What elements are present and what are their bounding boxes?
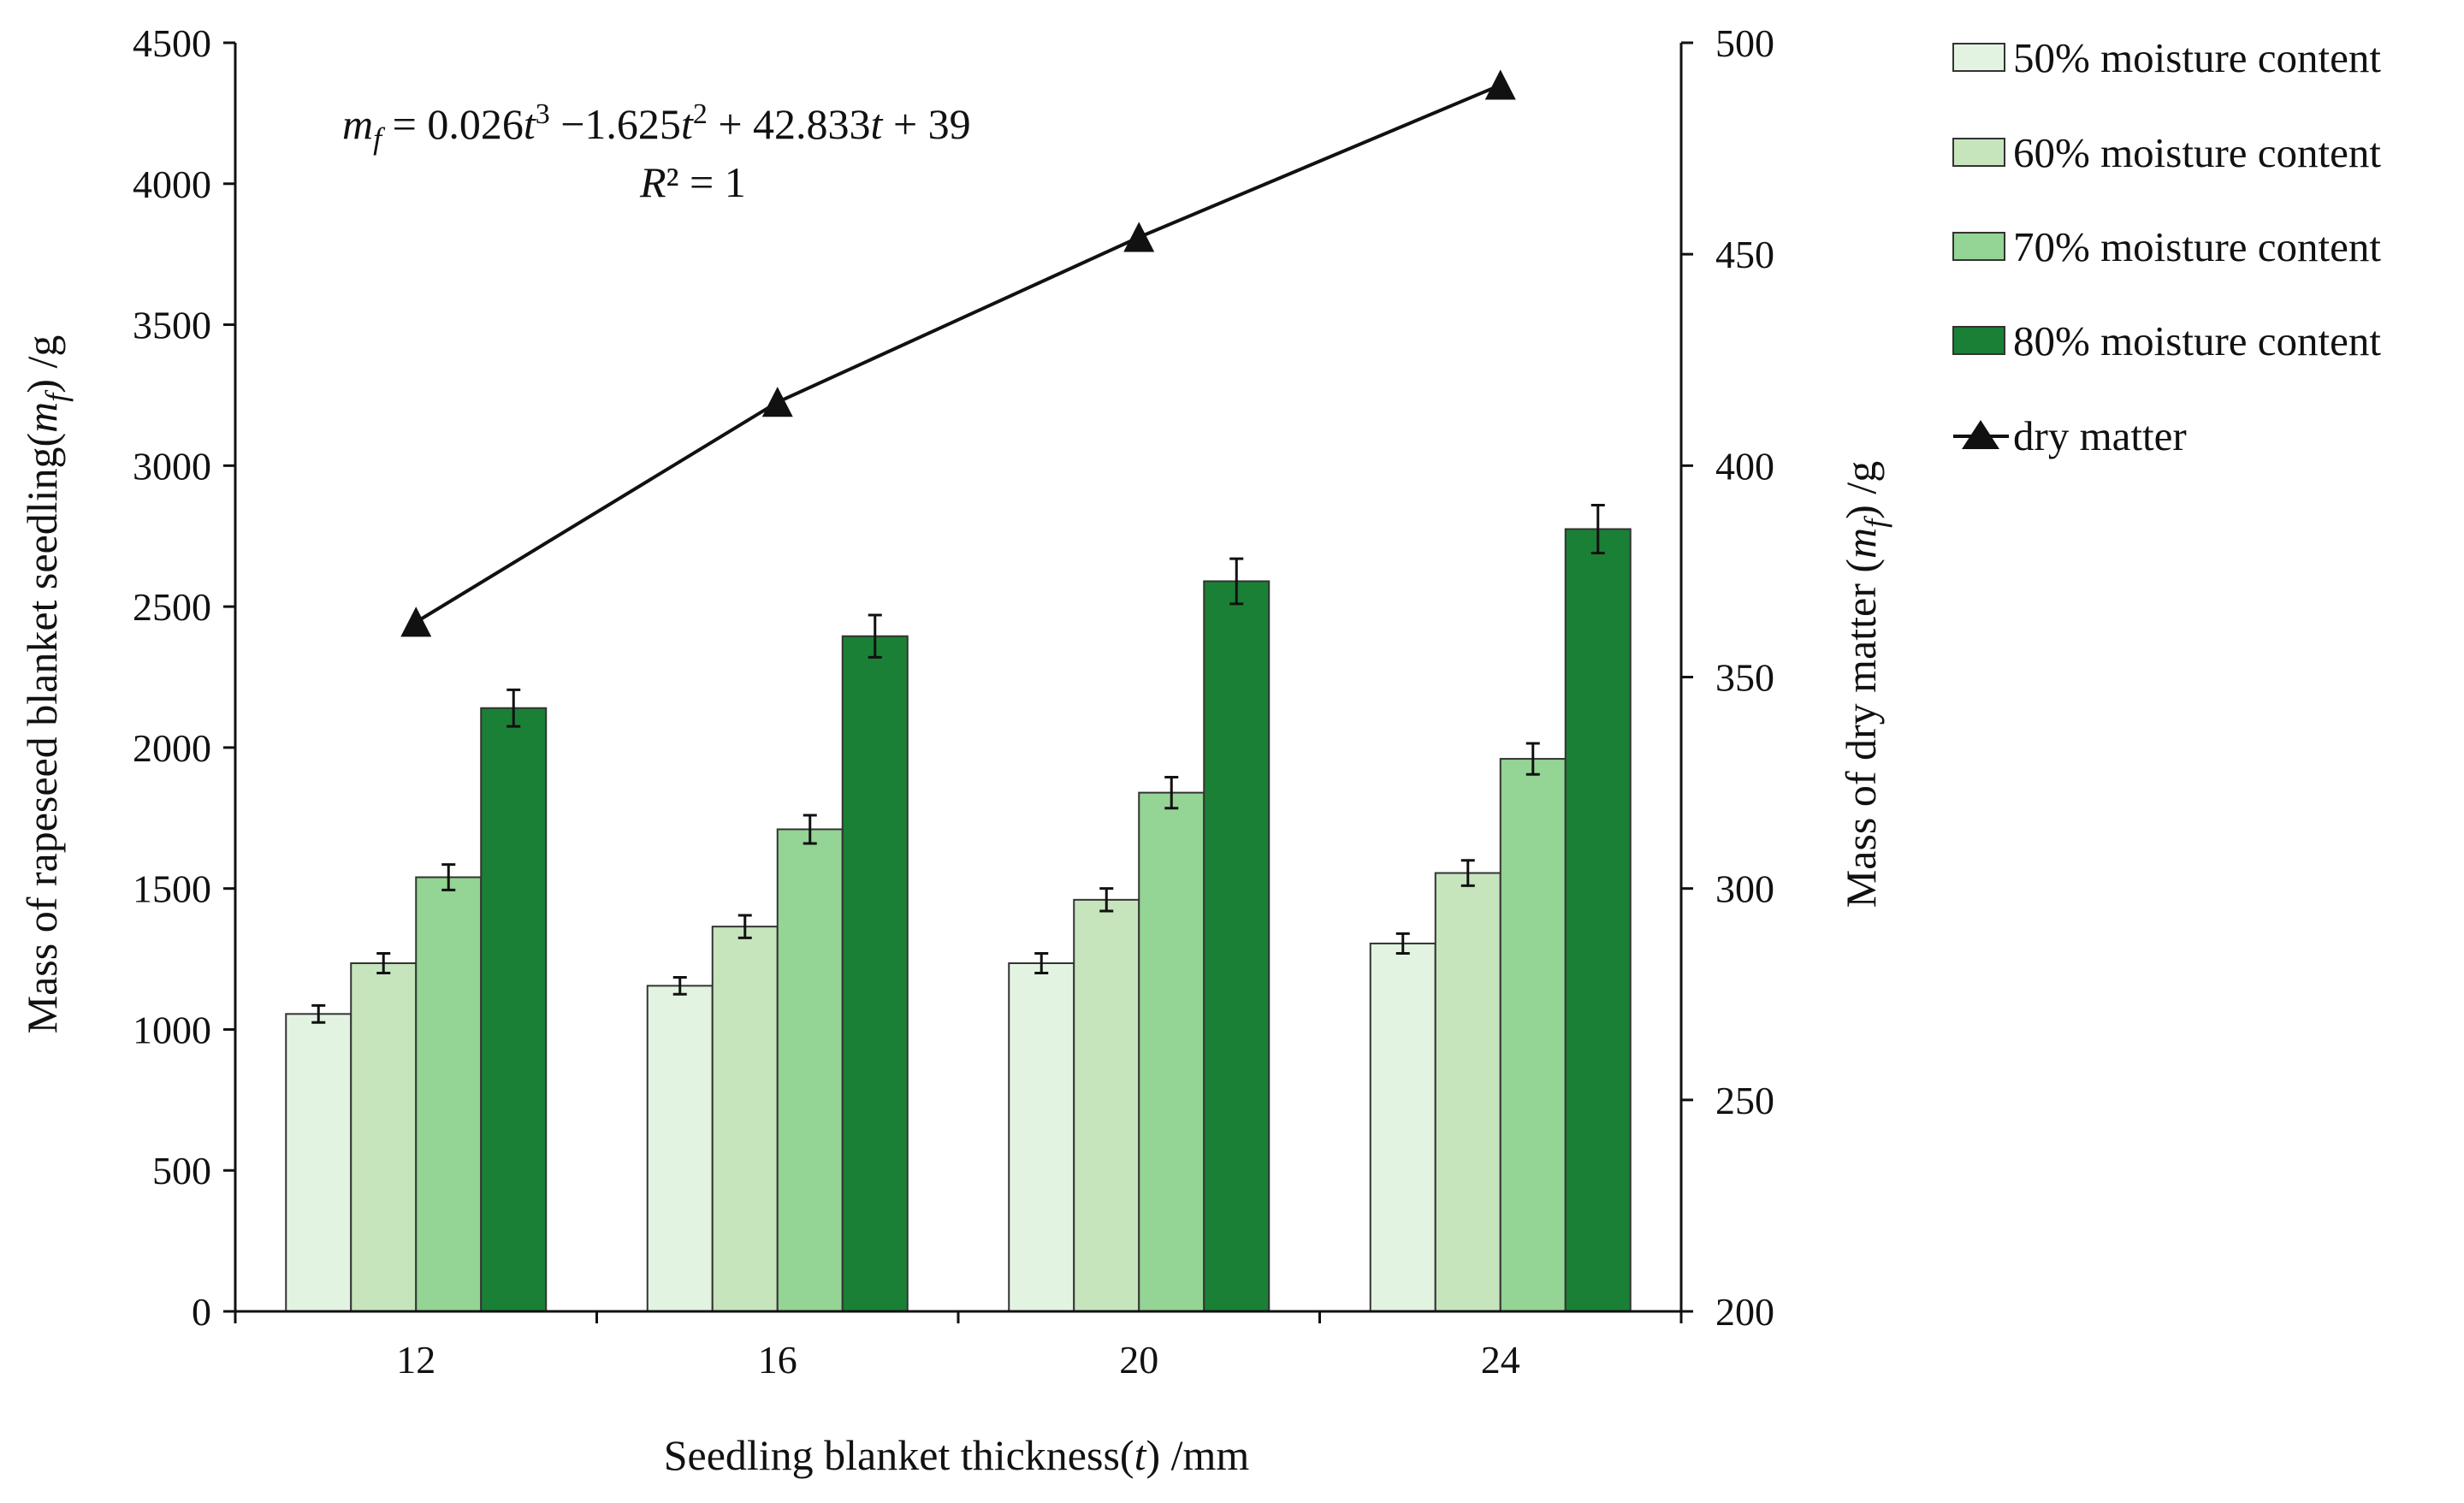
bar-24-s2: [1434, 872, 1502, 1312]
y-right-tick-label-500: 500: [1715, 21, 1774, 65]
bar-16-s2: [711, 926, 779, 1312]
legend-label-60: 60% moisture content: [2013, 129, 2381, 176]
yr-title-post: ) /g: [1837, 461, 1885, 519]
legend-label-50: 50% moisture content: [2013, 34, 2381, 81]
yr-title-var: m: [1837, 528, 1885, 559]
y-axis-right-title: Mass of dry matter (mf) /g: [1837, 461, 1892, 908]
bar-24-s1: [1369, 942, 1436, 1313]
legend-swatch-60: [1952, 138, 2005, 167]
bar-20-s1: [1008, 962, 1075, 1312]
y-right-tick-label-350: 350: [1715, 656, 1774, 700]
bar-20-s3: [1138, 791, 1205, 1312]
yl-title-post: ) /g: [18, 335, 66, 394]
legend-label-70: 70% moisture content: [2013, 223, 2381, 270]
r2-rest: ² = 1: [666, 158, 746, 206]
y-right-tick-label-400: 400: [1715, 444, 1774, 488]
equation-annotation: mf = 0.026t3 −1.625t2 + 42.833t + 39: [342, 98, 971, 156]
legend-label-dry-matter: dry matter: [2013, 412, 2187, 459]
y-right-tick-label-300: 300: [1715, 867, 1774, 911]
x-title-pre: Seedling blanket thickness(: [664, 1431, 1134, 1479]
bar-12-s4: [480, 707, 548, 1312]
eq-part-4: t: [681, 100, 694, 148]
bar-16-s1: [646, 985, 714, 1312]
dry-matter-line: [415, 83, 1502, 624]
y-left-tick-label-4500: 4500: [133, 21, 211, 65]
r2-var: R: [639, 158, 666, 206]
bar-group: [285, 528, 1632, 1313]
eq-part-7: t: [871, 100, 884, 148]
y-left-tick-label-2000: 2000: [133, 726, 211, 770]
dry-matter-line-group: [400, 69, 1516, 637]
x-tick-label-16: 16: [758, 1338, 797, 1382]
eq-part-6: + 42.833: [708, 100, 871, 148]
y-left-tick-label-1500: 1500: [133, 867, 211, 911]
eq-part-5: 2: [693, 98, 708, 130]
eq-part-2: 3: [536, 98, 550, 130]
bar-12-s1: [285, 1013, 352, 1312]
error-bar-group: [311, 503, 1605, 1024]
y-left-tick-label-3000: 3000: [133, 444, 211, 488]
y-left-tick-label-2500: 2500: [133, 585, 211, 629]
eq-part-3: −1.625: [550, 100, 681, 148]
bar-12-s2: [350, 962, 418, 1312]
eq-part-0: = 0.026: [382, 100, 524, 148]
y-left-tick-label-4000: 4000: [133, 163, 211, 206]
bar-20-s2: [1073, 898, 1140, 1312]
x-tick-label-12: 12: [396, 1338, 435, 1382]
legend: 50% moisture content 60% moisture conten…: [1952, 34, 2381, 459]
legend-swatch-70: [1952, 232, 2005, 261]
yl-title-var: m: [18, 402, 66, 433]
axes: [223, 41, 1693, 1323]
bar-20-s4: [1203, 580, 1270, 1312]
dry-matter-point-12: [400, 607, 432, 637]
bar-24-s3: [1499, 758, 1567, 1312]
bar-24-s4: [1564, 528, 1632, 1312]
yl-title-pre: Mass of rapeseed blanket seedling(: [18, 433, 66, 1034]
dry-matter-point-24: [1484, 69, 1516, 100]
y-axis-left-title: Mass of rapeseed blanket seedling(mf) /g: [18, 335, 74, 1034]
y-left-tick-label-1000: 1000: [133, 1008, 211, 1051]
x-tick-label-24: 24: [1481, 1338, 1520, 1382]
legend-label-80: 80% moisture content: [2013, 317, 2381, 364]
dry-matter-point-16: [761, 387, 793, 417]
legend-triangle-marker: [1962, 420, 1999, 449]
tick-labels: 0500100015002000250030003500400045002002…: [133, 21, 1774, 1382]
y-left-tick-label-3500: 3500: [133, 304, 211, 347]
y-right-tick-label-450: 450: [1715, 233, 1774, 276]
yr-title-pre: Mass of dry matter (: [1837, 559, 1885, 908]
eq-part-8: + 39: [882, 100, 970, 148]
y-right-tick-label-200: 200: [1715, 1290, 1774, 1334]
bar-16-s4: [841, 635, 909, 1312]
legend-swatch-50: [1952, 43, 2005, 72]
y-left-tick-label-500: 500: [152, 1149, 211, 1192]
dry-matter-point-20: [1123, 222, 1155, 252]
x-title-post: ) /mm: [1146, 1431, 1249, 1479]
x-axis-title: Seedling blanket thickness(t) /mm: [664, 1431, 1250, 1479]
r-squared-annotation: R² = 1: [639, 158, 746, 206]
y-right-tick-label-250: 250: [1715, 1079, 1774, 1122]
x-tick-label-20: 20: [1119, 1338, 1158, 1382]
eq-lhs-var: m: [342, 100, 373, 148]
y-left-tick-label-0: 0: [192, 1290, 211, 1334]
x-title-var: t: [1134, 1431, 1147, 1479]
bar-12-s3: [415, 876, 483, 1313]
bar-16-s3: [776, 828, 844, 1312]
legend-swatch-80: [1952, 326, 2005, 355]
eq-part-1: t: [524, 100, 536, 148]
